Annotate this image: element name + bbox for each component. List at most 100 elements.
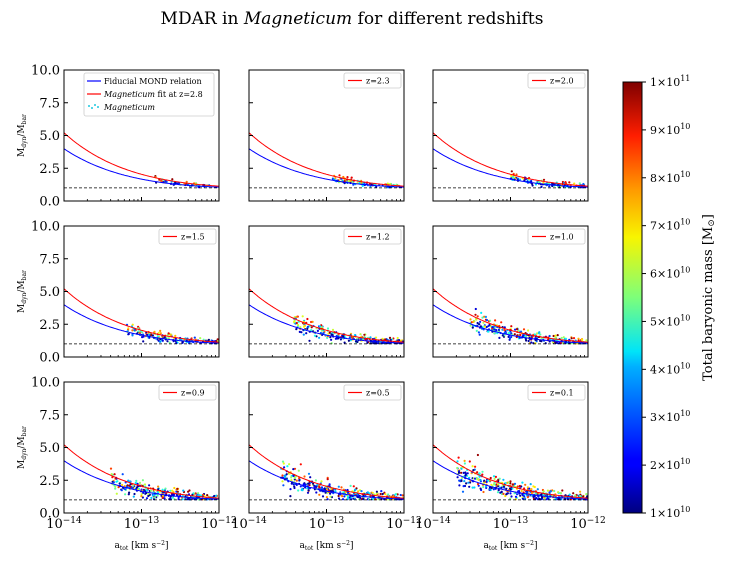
data-point (516, 334, 519, 337)
data-point (302, 333, 305, 336)
data-point (121, 483, 124, 487)
data-point (301, 489, 304, 492)
data-point (468, 460, 471, 463)
data-point (329, 336, 332, 339)
data-point (574, 494, 577, 497)
x-tick-label: 10−12 (386, 516, 422, 532)
data-point (360, 490, 363, 493)
data-point (471, 486, 474, 489)
fit-curve (433, 288, 588, 343)
data-point (302, 483, 305, 486)
data-point (138, 481, 142, 484)
mond-curve (64, 304, 219, 344)
fit-curve (249, 288, 404, 343)
data-point (142, 340, 145, 343)
data-point (381, 337, 384, 340)
data-point (325, 496, 328, 499)
data-point (283, 466, 286, 469)
data-point (525, 339, 528, 342)
data-point (371, 491, 374, 494)
mond-curve (249, 460, 404, 500)
data-point (460, 467, 463, 470)
data-point (324, 491, 327, 494)
data-point (182, 489, 185, 492)
data-point (461, 490, 465, 493)
data-point (133, 329, 136, 332)
data-point (478, 323, 481, 326)
data-point (530, 488, 533, 491)
data-point (337, 497, 341, 500)
data-point (534, 183, 538, 186)
data-point (134, 481, 137, 485)
legend: z=0.5 (343, 384, 402, 401)
data-point (362, 338, 365, 341)
data-point (292, 483, 295, 486)
data-point (458, 484, 461, 487)
mond-curve (433, 304, 588, 344)
data-point (329, 495, 332, 498)
data-point (546, 489, 550, 492)
data-point (475, 329, 478, 332)
x-tick-label: 10−14 (46, 516, 82, 532)
data-point (349, 339, 352, 342)
legend-box (343, 384, 402, 401)
data-point (463, 462, 466, 465)
data-point (297, 469, 300, 472)
data-point (384, 493, 387, 496)
panels-grid: 0.0 2.5 5.0 7.5 10.0 Mdyn/Mbar Fiducial MOND r… (17, 64, 606, 553)
data-point (493, 328, 496, 331)
data-point (572, 337, 576, 340)
data-point (115, 480, 118, 483)
data-point (526, 486, 530, 489)
panel-plot-area (249, 288, 404, 345)
data-point (476, 315, 479, 318)
legend-scatter-swatch (91, 107, 93, 109)
data-point (290, 479, 293, 482)
colorbar-tick-label: 1×1011 (650, 74, 690, 89)
fit-curve (249, 444, 404, 499)
data-point (572, 492, 575, 495)
data-point (148, 333, 151, 336)
data-point (306, 487, 309, 490)
data-point (469, 324, 472, 327)
scatter-series (280, 460, 404, 501)
data-point (527, 329, 530, 332)
legend-box (158, 384, 217, 401)
data-point (289, 488, 292, 491)
data-point (295, 479, 298, 482)
data-point (126, 484, 129, 487)
legend-box (527, 72, 586, 89)
figure-title: MDAR in Magneticum for different redshif… (161, 9, 544, 29)
data-point (498, 477, 501, 480)
data-point (477, 331, 480, 334)
x-tick-label: 10−13 (493, 516, 529, 532)
data-point (516, 493, 519, 496)
data-point (460, 471, 463, 474)
data-point (132, 495, 135, 498)
data-point (173, 486, 176, 490)
data-point (308, 484, 311, 487)
data-point (585, 339, 588, 342)
data-point (530, 341, 533, 344)
data-point (135, 479, 138, 482)
data-point (167, 337, 170, 340)
data-point (316, 329, 319, 332)
legend-redshift-label: z=1.0 (550, 233, 574, 242)
x-tick-label: 10−14 (231, 516, 267, 532)
data-point (310, 326, 313, 329)
legend-scatter-label: Magneticum (103, 103, 155, 112)
legend: Fiducial MOND relation Magneticum fit at … (83, 72, 215, 117)
data-point (476, 321, 479, 325)
data-point (527, 339, 530, 343)
panel-plot-area (249, 444, 404, 501)
data-point (497, 483, 500, 486)
data-point (513, 492, 516, 495)
x-axis-label: atot [km s−2] (483, 540, 537, 552)
data-point (510, 174, 513, 177)
data-point (309, 476, 312, 479)
data-point (503, 326, 506, 329)
data-point (511, 483, 514, 486)
data-point (337, 485, 340, 488)
data-point (359, 333, 362, 336)
data-point (344, 491, 347, 494)
